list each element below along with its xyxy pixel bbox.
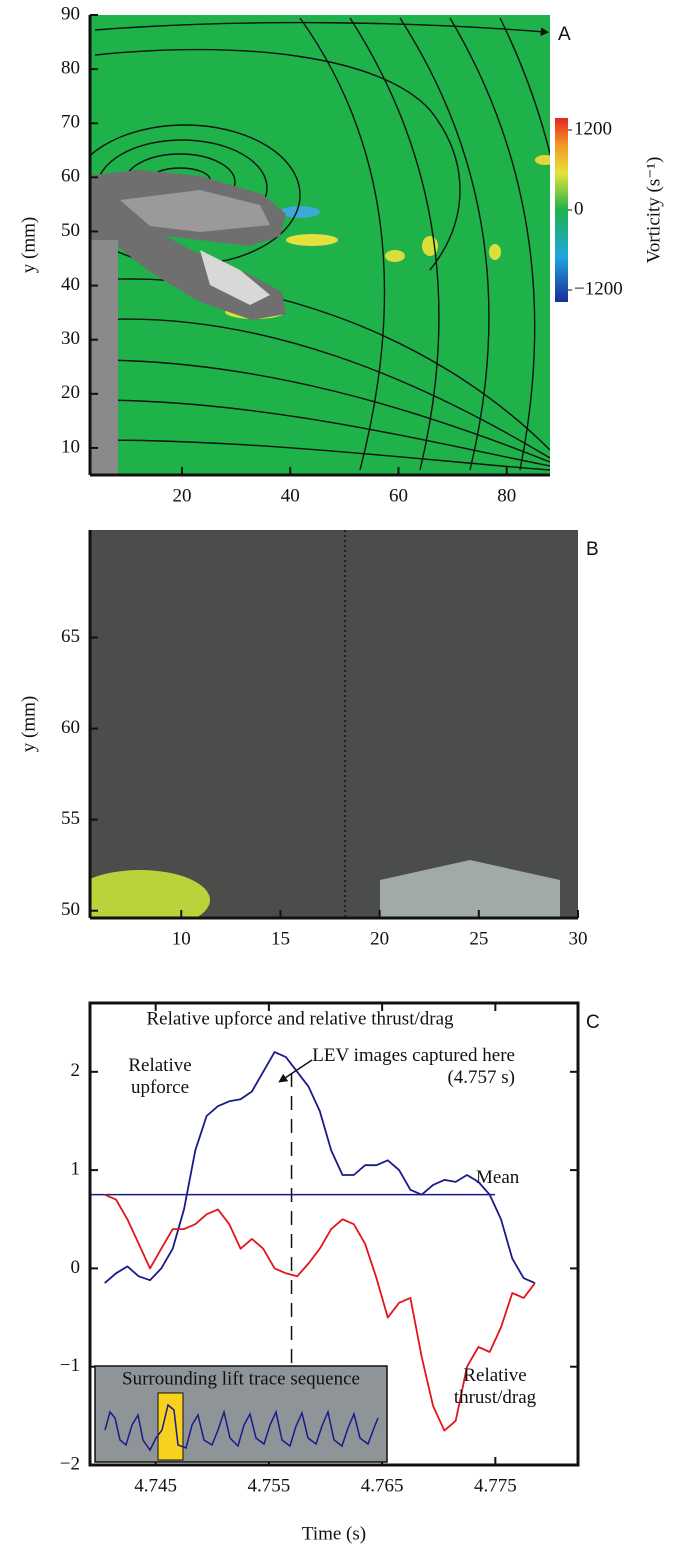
y-tick-label: −1 — [60, 1355, 80, 1376]
y-tick-label: −2 — [60, 1453, 80, 1474]
x-tick-label: 30 — [569, 928, 588, 949]
inset: Surrounding lift trace sequence — [94, 1365, 388, 1463]
y-tick-label: 20 — [61, 382, 80, 403]
colorbar — [555, 118, 568, 302]
series-0-label: Relative upforce — [128, 1055, 192, 1098]
colorbar-tick-label: 1200 — [574, 118, 612, 139]
marker-arrow — [278, 1059, 313, 1083]
marker-label-box: LEV images captured here (4.757 s) — [312, 1045, 515, 1088]
y-tick-label: 1 — [71, 1158, 81, 1179]
mean-label: Mean — [476, 1167, 520, 1188]
colorbar-label: Vorticity (s⁻¹) — [643, 157, 664, 264]
y-tick-label: 2 — [71, 1060, 81, 1081]
y-tick-label: 90 — [61, 3, 80, 24]
y-tick-label: 10 — [61, 436, 80, 457]
x-tick-label: 40 — [281, 485, 300, 506]
x-tick-label: 4.765 — [361, 1475, 404, 1496]
y-axis-label: y (mm) — [18, 217, 39, 273]
y-tick-label: 50 — [61, 899, 80, 920]
y-axis-label: y (mm) — [18, 696, 39, 752]
x-tick-label: 80 — [497, 485, 516, 506]
panel-label: B — [586, 539, 599, 560]
plot-frame — [88, 1001, 580, 1467]
x-tick-label: 20 — [370, 928, 389, 949]
y-tick-label: 65 — [61, 626, 80, 647]
y-tick-label: 80 — [61, 57, 80, 78]
marker-label: LEV images captured here (4.757 s) — [312, 1045, 515, 1088]
x-tick-label: 10 — [172, 928, 191, 949]
x-tick-label: 15 — [271, 928, 290, 949]
inset-title: Surrounding lift trace sequence — [122, 1368, 360, 1389]
panel-label: A — [558, 24, 571, 45]
series-0-label-box: Relative upforce — [128, 1055, 192, 1098]
y-tick-label: 60 — [61, 166, 80, 187]
colorbar-tick-label: −1200 — [574, 278, 623, 299]
x-tick-label: 20 — [173, 485, 192, 506]
panel-a-field — [90, 15, 550, 475]
y-tick-label: 40 — [61, 274, 80, 295]
x-tick-label: 25 — [469, 928, 488, 949]
y-tick-label: 0 — [71, 1257, 81, 1278]
panel-label: C — [586, 1012, 600, 1033]
x-tick-label: 60 — [389, 485, 408, 506]
y-tick-label: 55 — [61, 808, 80, 829]
x-axis-label: Time (s) — [302, 1523, 366, 1544]
y-tick-label: 70 — [61, 112, 80, 133]
colorbar-tick-label: 0 — [574, 198, 584, 219]
y-tick-label: 30 — [61, 328, 80, 349]
x-tick-label: 4.755 — [248, 1475, 291, 1496]
panel-b-field — [90, 530, 578, 918]
series-1-label-box: Relative thrust/drag — [453, 1365, 537, 1408]
y-tick-label: 50 — [61, 220, 80, 241]
series-line — [104, 1193, 536, 1432]
series-line — [104, 1051, 536, 1284]
x-tick-label: 4.775 — [474, 1475, 517, 1496]
chart-title: Relative upforce and relative thrust/dra… — [146, 1008, 454, 1029]
y-tick-label: 60 — [61, 717, 80, 738]
x-tick-label: 4.745 — [134, 1475, 177, 1496]
series-1-label: Relative thrust/drag — [453, 1365, 537, 1408]
